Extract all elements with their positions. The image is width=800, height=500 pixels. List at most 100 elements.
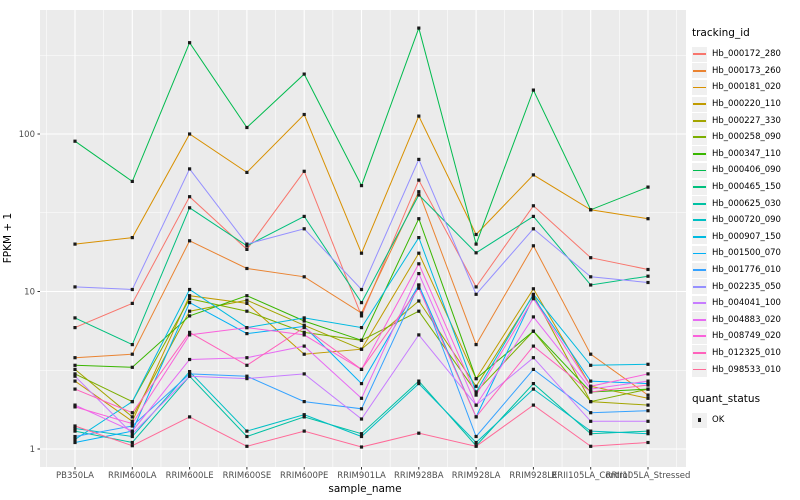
- legend-item-label: Hb_000220_110: [712, 99, 781, 110]
- legend-key-swatch: [692, 229, 707, 245]
- legend-item-Hb_000465_150: Hb_000465_150: [692, 179, 798, 196]
- data-point: [417, 251, 421, 255]
- data-point: [130, 415, 134, 419]
- data-point: [646, 440, 650, 445]
- data-point: [188, 239, 192, 243]
- data-point: [646, 387, 650, 391]
- data-point: [589, 352, 593, 356]
- legend-key-swatch: [692, 212, 707, 228]
- legend-item-label: OK: [712, 415, 725, 426]
- legend-item-label: Hb_000347_110: [712, 148, 781, 159]
- series-color-line-icon: [693, 318, 706, 321]
- legend-key-swatch: [692, 113, 707, 129]
- legend-key-swatch: [692, 345, 707, 361]
- data-point: [245, 377, 249, 381]
- data-point: [188, 195, 192, 199]
- data-point: [302, 227, 306, 231]
- data-point: [417, 26, 421, 30]
- legend-item-Hb_012325_010: Hb_012325_010: [692, 345, 798, 362]
- legend-item-Hb_000220_110: Hb_000220_110: [692, 96, 798, 113]
- data-point: [359, 445, 364, 449]
- data-point: [245, 266, 249, 271]
- data-point: [302, 112, 306, 117]
- data-point: [130, 365, 134, 369]
- data-point: [531, 356, 535, 360]
- data-point: [130, 422, 134, 426]
- series-color-line-icon: [693, 69, 706, 72]
- data-point: [531, 214, 535, 218]
- data-point: [130, 411, 134, 415]
- data-point: [130, 352, 134, 356]
- legend-item-Hb_004883_020: Hb_004883_020: [692, 312, 798, 329]
- data-point: [73, 372, 77, 376]
- black-square-point-icon: [697, 418, 702, 423]
- data-point: [417, 157, 421, 161]
- data-point: [474, 415, 478, 419]
- data-point: [130, 287, 134, 292]
- data-point: [73, 139, 77, 143]
- data-point: [474, 434, 478, 439]
- data-point: [359, 184, 364, 188]
- quant-ok-key: [692, 412, 707, 428]
- data-point: [474, 444, 478, 448]
- data-point: [130, 419, 134, 423]
- data-point: [188, 374, 192, 378]
- data-point: [302, 214, 306, 218]
- data-point: [245, 374, 249, 378]
- data-point: [130, 236, 134, 240]
- x-axis-title: sample_name: [328, 483, 402, 495]
- data-point: [302, 319, 306, 323]
- data-point: [359, 407, 364, 411]
- data-point: [73, 437, 77, 441]
- series-color-line-icon: [693, 202, 706, 205]
- data-point: [531, 204, 535, 208]
- data-point: [245, 125, 249, 130]
- legend-items: Hb_000172_280 Hb_000173_260 Hb_000181_020 H…: [692, 46, 798, 378]
- data-point: [646, 419, 650, 423]
- legend-item-label: Hb_000406_090: [712, 165, 781, 176]
- data-point: [646, 362, 650, 366]
- legend-item-Hb_000347_110: Hb_000347_110: [692, 146, 798, 163]
- legend-item-Hb_002235_050: Hb_002235_050: [692, 278, 798, 295]
- data-point: [474, 285, 478, 289]
- x-tick-label: RRII105LA_Control: [551, 471, 630, 481]
- data-point: [531, 287, 535, 291]
- data-point: [130, 424, 134, 428]
- y-tick-label: 10: [24, 288, 35, 298]
- data-point: [531, 292, 535, 296]
- data-point: [188, 132, 192, 136]
- data-point: [188, 314, 192, 318]
- data-point: [646, 409, 650, 413]
- data-point: [302, 169, 306, 173]
- legend-item-label: Hb_002235_050: [712, 281, 781, 292]
- data-point: [646, 280, 650, 285]
- legend-key-swatch: [692, 146, 707, 162]
- data-point: [73, 424, 77, 428]
- data-point: [73, 426, 77, 431]
- legend-item-Hb_098533_010: Hb_098533_010: [692, 361, 798, 378]
- legend-item-Hb_008749_020: Hb_008749_020: [692, 328, 798, 345]
- data-point: [589, 387, 593, 391]
- data-point: [245, 309, 249, 313]
- y-tick-label: 1: [30, 445, 35, 455]
- data-point: [474, 292, 478, 296]
- data-point: [302, 316, 306, 320]
- legend-key-swatch: [692, 129, 707, 145]
- data-point: [359, 434, 364, 439]
- data-point: [589, 384, 593, 388]
- x-tick-label: RRIM600PE: [280, 471, 328, 481]
- data-point: [130, 400, 134, 404]
- data-point: [589, 256, 593, 260]
- data-point: [73, 363, 77, 367]
- data-point: [417, 272, 421, 276]
- data-point: [359, 432, 364, 436]
- data-point: [589, 390, 593, 394]
- data-point: [417, 379, 421, 383]
- legend-item-Hb_000172_280: Hb_000172_280: [692, 46, 798, 63]
- legend-key-swatch: [692, 179, 707, 195]
- data-point: [646, 429, 650, 433]
- data-point: [589, 208, 593, 212]
- data-point: [188, 309, 192, 313]
- data-point: [302, 352, 306, 356]
- legend-key-swatch: [692, 312, 707, 328]
